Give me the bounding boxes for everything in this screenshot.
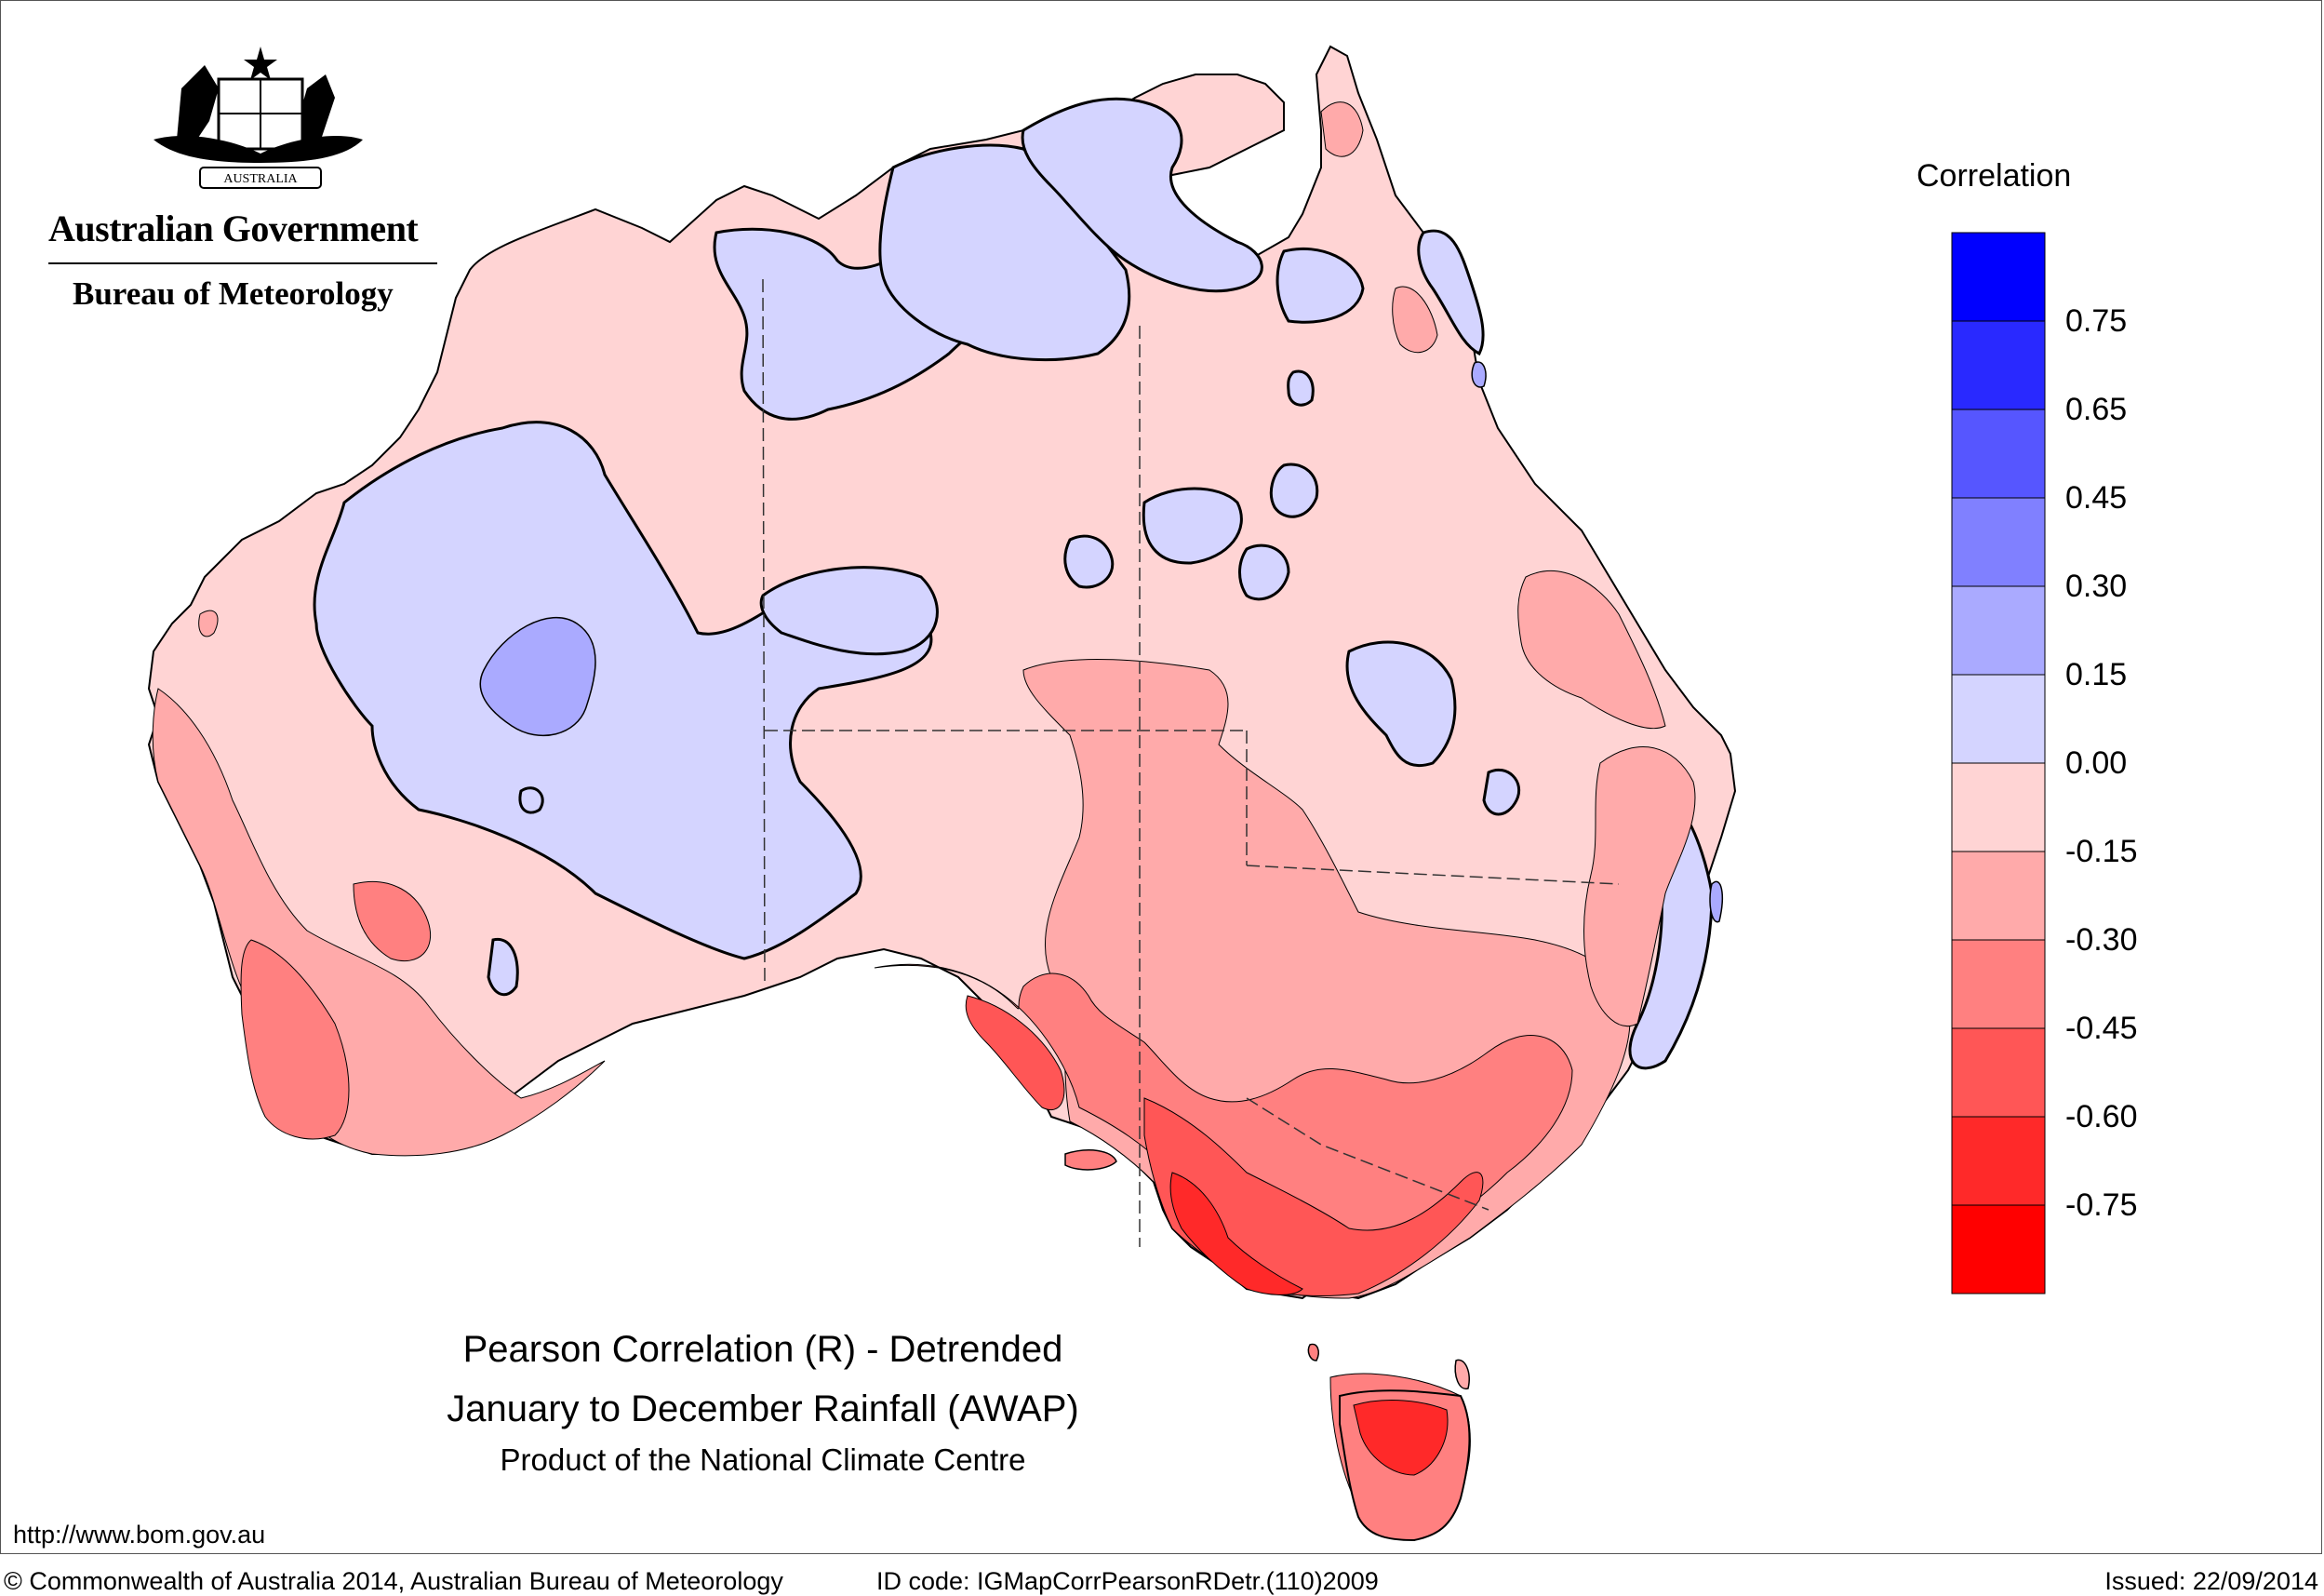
legend-swatch — [1951, 762, 2046, 852]
bureau-title: Bureau of Meteorology — [73, 275, 394, 312]
map-title-line1: Pearson Correlation (R) - Detrended — [462, 1329, 1063, 1370]
crest-ribbon-text: AUSTRALIA — [223, 172, 298, 186]
map-title-line2: January to December Rainfall (AWAP) — [447, 1388, 1079, 1429]
state-borders — [762, 278, 1620, 1247]
legend-label: 0.65 — [2065, 392, 2128, 427]
header-divider — [48, 262, 437, 264]
legend-label: -0.60 — [2065, 1099, 2138, 1134]
legend-swatch — [1951, 674, 2046, 764]
legend-title: Correlation — [1917, 158, 2072, 194]
legend-swatch — [1951, 1204, 2046, 1294]
tasmania-core — [1353, 1400, 1449, 1476]
government-title: Australian Government — [48, 208, 419, 249]
legend-label: 0.75 — [2065, 303, 2128, 339]
legend-swatch — [1951, 409, 2046, 499]
legend-swatch — [1951, 585, 2046, 676]
legend-swatch — [1951, 232, 2046, 322]
legend-color-bar — [1951, 232, 2046, 1294]
legend-swatch — [1951, 320, 2046, 410]
legend-label: 0.00 — [2065, 745, 2128, 781]
flinders-island — [1454, 1359, 1470, 1389]
positive-correlation-regions — [313, 97, 1714, 1070]
legend-swatch — [1951, 939, 2046, 1029]
legend-label: -0.45 — [2065, 1011, 2138, 1046]
legend-label: -0.30 — [2065, 922, 2138, 958]
website-link[interactable]: http://www.bom.gov.au — [13, 1521, 266, 1549]
map-title-line3: Product of the National Climate Centre — [500, 1442, 1026, 1477]
legend-swatch — [1951, 497, 2046, 587]
moderate-positive-regions — [479, 361, 1724, 923]
king-island — [1307, 1343, 1319, 1361]
legend-label: 0.15 — [2065, 657, 2128, 692]
legend-label: 0.30 — [2065, 569, 2128, 604]
id-code: ID code: IGMapCorrPearsonRDetr.(110)2009 — [876, 1567, 1379, 1595]
copyright-text: © Commonwealth of Australia 2014, Austra… — [4, 1567, 783, 1595]
legend-label: -0.75 — [2065, 1187, 2138, 1223]
kangaroo-island — [1064, 1149, 1117, 1171]
legend-swatch — [1951, 851, 2046, 941]
coat-of-arms: AUSTRALIA — [154, 47, 363, 189]
very-strong-negative-regions — [1169, 1172, 1303, 1295]
legend-swatch — [1951, 1116, 2046, 1206]
legend-label: 0.45 — [2065, 480, 2128, 516]
legend-swatch — [1951, 1027, 2046, 1118]
legend-label: -0.15 — [2065, 834, 2138, 869]
issued-date: Issued: 22/09/2014 — [2104, 1567, 2318, 1595]
